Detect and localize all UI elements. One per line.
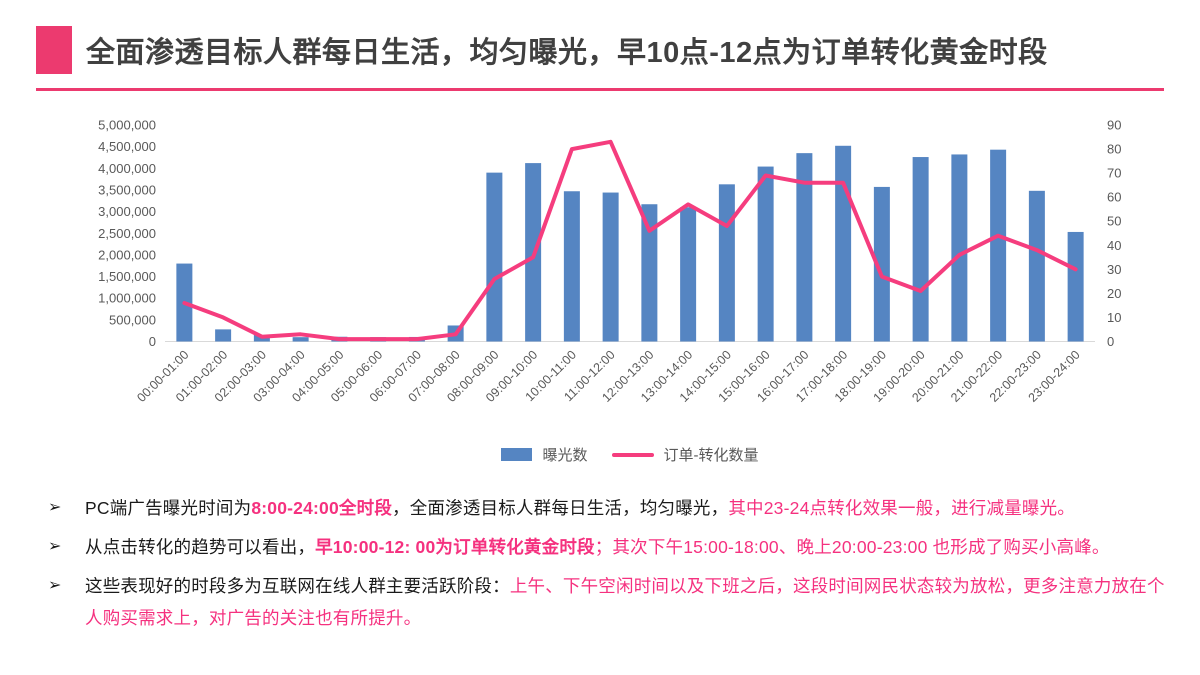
title-underline — [36, 88, 1164, 91]
right-axis-tick: 60 — [1107, 190, 1121, 205]
right-axis-tick: 70 — [1107, 166, 1121, 181]
left-axis-tick: 1,500,000 — [98, 269, 156, 284]
right-axis-tick: 90 — [1107, 118, 1121, 133]
exposure-bar — [873, 186, 890, 342]
page-title: 全面渗透目标人群每日生活，均匀曝光，早10点-12点为订单转化黄金时段 — [86, 37, 1048, 69]
left-axis-tick: 2,000,000 — [98, 247, 156, 262]
bullet-segment: ，全面渗透目标人群每日生活，均匀曝光， — [392, 498, 729, 518]
bullet-segment: 早10:00-12: 00为订单转化黄金时段 — [315, 537, 595, 557]
exposure-bar — [990, 149, 1007, 342]
bullet-arrow-icon: ➢ — [48, 577, 62, 594]
bullet-segment: 上午、下午空闲时间以及下班之后，这段时间网民状态较为放松，更多注意力放在个人购买… — [85, 576, 1165, 628]
title-accent-square — [36, 26, 72, 74]
right-axis-tick: 50 — [1107, 214, 1121, 229]
line-legend-label: 订单-转化数量 — [663, 447, 759, 464]
bullet-text: PC端广告曝光时间为8:00-24:00全时段，全面渗透目标人群每日生活，均匀曝… — [85, 492, 1170, 524]
exposure-bar — [641, 204, 658, 342]
title-row: 全面渗透目标人群每日生活，均匀曝光，早10点-12点为订单转化黄金时段 — [36, 26, 1164, 74]
bullet-segment: 从点击转化的趋势可以看出， — [85, 537, 316, 557]
exposure-bar — [835, 145, 852, 342]
bullet-segment: 8:00-24:00全时段 — [251, 498, 393, 518]
left-axis-tick: 500,000 — [109, 312, 156, 327]
exposure-bar — [912, 157, 929, 342]
chart-area: 0 500,000 1,000,000 1,500,000 2,000,000 2,500… — [0, 108, 1200, 443]
bullet-segment: ；其次下午15:00-18:00、晚上20:00-23:00 也形成了购买小高峰… — [594, 537, 1110, 557]
bullet-text: 这些表现好的时段多为互联网在线人群主要活跃阶段：上午、下午空闲时间以及下班之后，… — [85, 570, 1170, 634]
exposure-bar — [951, 154, 968, 342]
right-axis-tick: 10 — [1107, 310, 1121, 325]
left-axis-tick: 0 — [149, 334, 156, 349]
bar-legend-swatch — [501, 448, 533, 461]
exposure-bar — [718, 184, 735, 342]
left-axis-tick: 2,500,000 — [98, 226, 156, 241]
bullet-segment: PC端广告曝光时间为 — [85, 498, 252, 518]
bullet-item: ➢ PC端广告曝光时间为8:00-24:00全时段，全面渗透目标人群每日生活，均匀… — [48, 492, 1170, 524]
exposure-bar — [563, 191, 580, 342]
right-axis-tick: 30 — [1107, 262, 1121, 277]
exposure-bar — [602, 192, 619, 342]
exposure-bar — [215, 329, 232, 342]
bullet-segment: 其中23-24点转化效果一般，进行减量曝光。 — [728, 498, 1076, 518]
chart-legend: 曝光数 订单-转化数量 — [165, 444, 1095, 465]
exposure-bar — [1028, 190, 1045, 342]
right-axis-tick: 40 — [1107, 238, 1121, 253]
insight-bullets: ➢ PC端广告曝光时间为8:00-24:00全时段，全面渗透目标人群每日生活，均匀… — [48, 492, 1170, 641]
bullet-item: ➢ 这些表现好的时段多为互联网在线人群主要活跃阶段：上午、下午空闲时间以及下班之后… — [48, 570, 1170, 634]
exposure-bar — [486, 172, 503, 342]
exposure-bar — [292, 337, 309, 342]
right-axis-tick: 20 — [1107, 286, 1121, 301]
left-axis-tick: 4,000,000 — [98, 161, 156, 176]
left-axis-tick: 3,000,000 — [98, 204, 156, 219]
bullet-text: 从点击转化的趋势可以看出，早10:00-12: 00为订单转化黄金时段；其次下午… — [85, 531, 1170, 563]
right-axis-tick: 0 — [1107, 334, 1114, 349]
right-axis-tick: 80 — [1107, 142, 1121, 157]
exposure-bar — [796, 153, 813, 342]
bullet-item: ➢ 从点击转化的趋势可以看出，早10:00-12: 00为订单转化黄金时段；其次下… — [48, 531, 1170, 563]
left-axis-tick: 4,500,000 — [98, 139, 156, 154]
exposure-conversion-chart: 0 500,000 1,000,000 1,500,000 2,000,000 2,500… — [98, 118, 1121, 405]
line-legend-swatch — [611, 452, 654, 457]
left-axis-tick: 3,500,000 — [98, 182, 156, 197]
bullet-arrow-icon: ➢ — [48, 499, 62, 516]
bullet-segment: 这些表现好的时段多为互联网在线人群主要活跃阶段： — [85, 576, 510, 596]
conversion-line — [182, 139, 1078, 342]
exposure-bar — [757, 166, 774, 342]
exposure-bar — [680, 207, 697, 342]
exposure-bar — [1067, 231, 1084, 342]
left-axis-tick: 1,000,000 — [98, 291, 156, 306]
bullet-arrow-icon: ➢ — [48, 538, 62, 555]
left-axis-tick: 5,000,000 — [98, 118, 156, 133]
bar-legend-label: 曝光数 — [542, 447, 588, 464]
